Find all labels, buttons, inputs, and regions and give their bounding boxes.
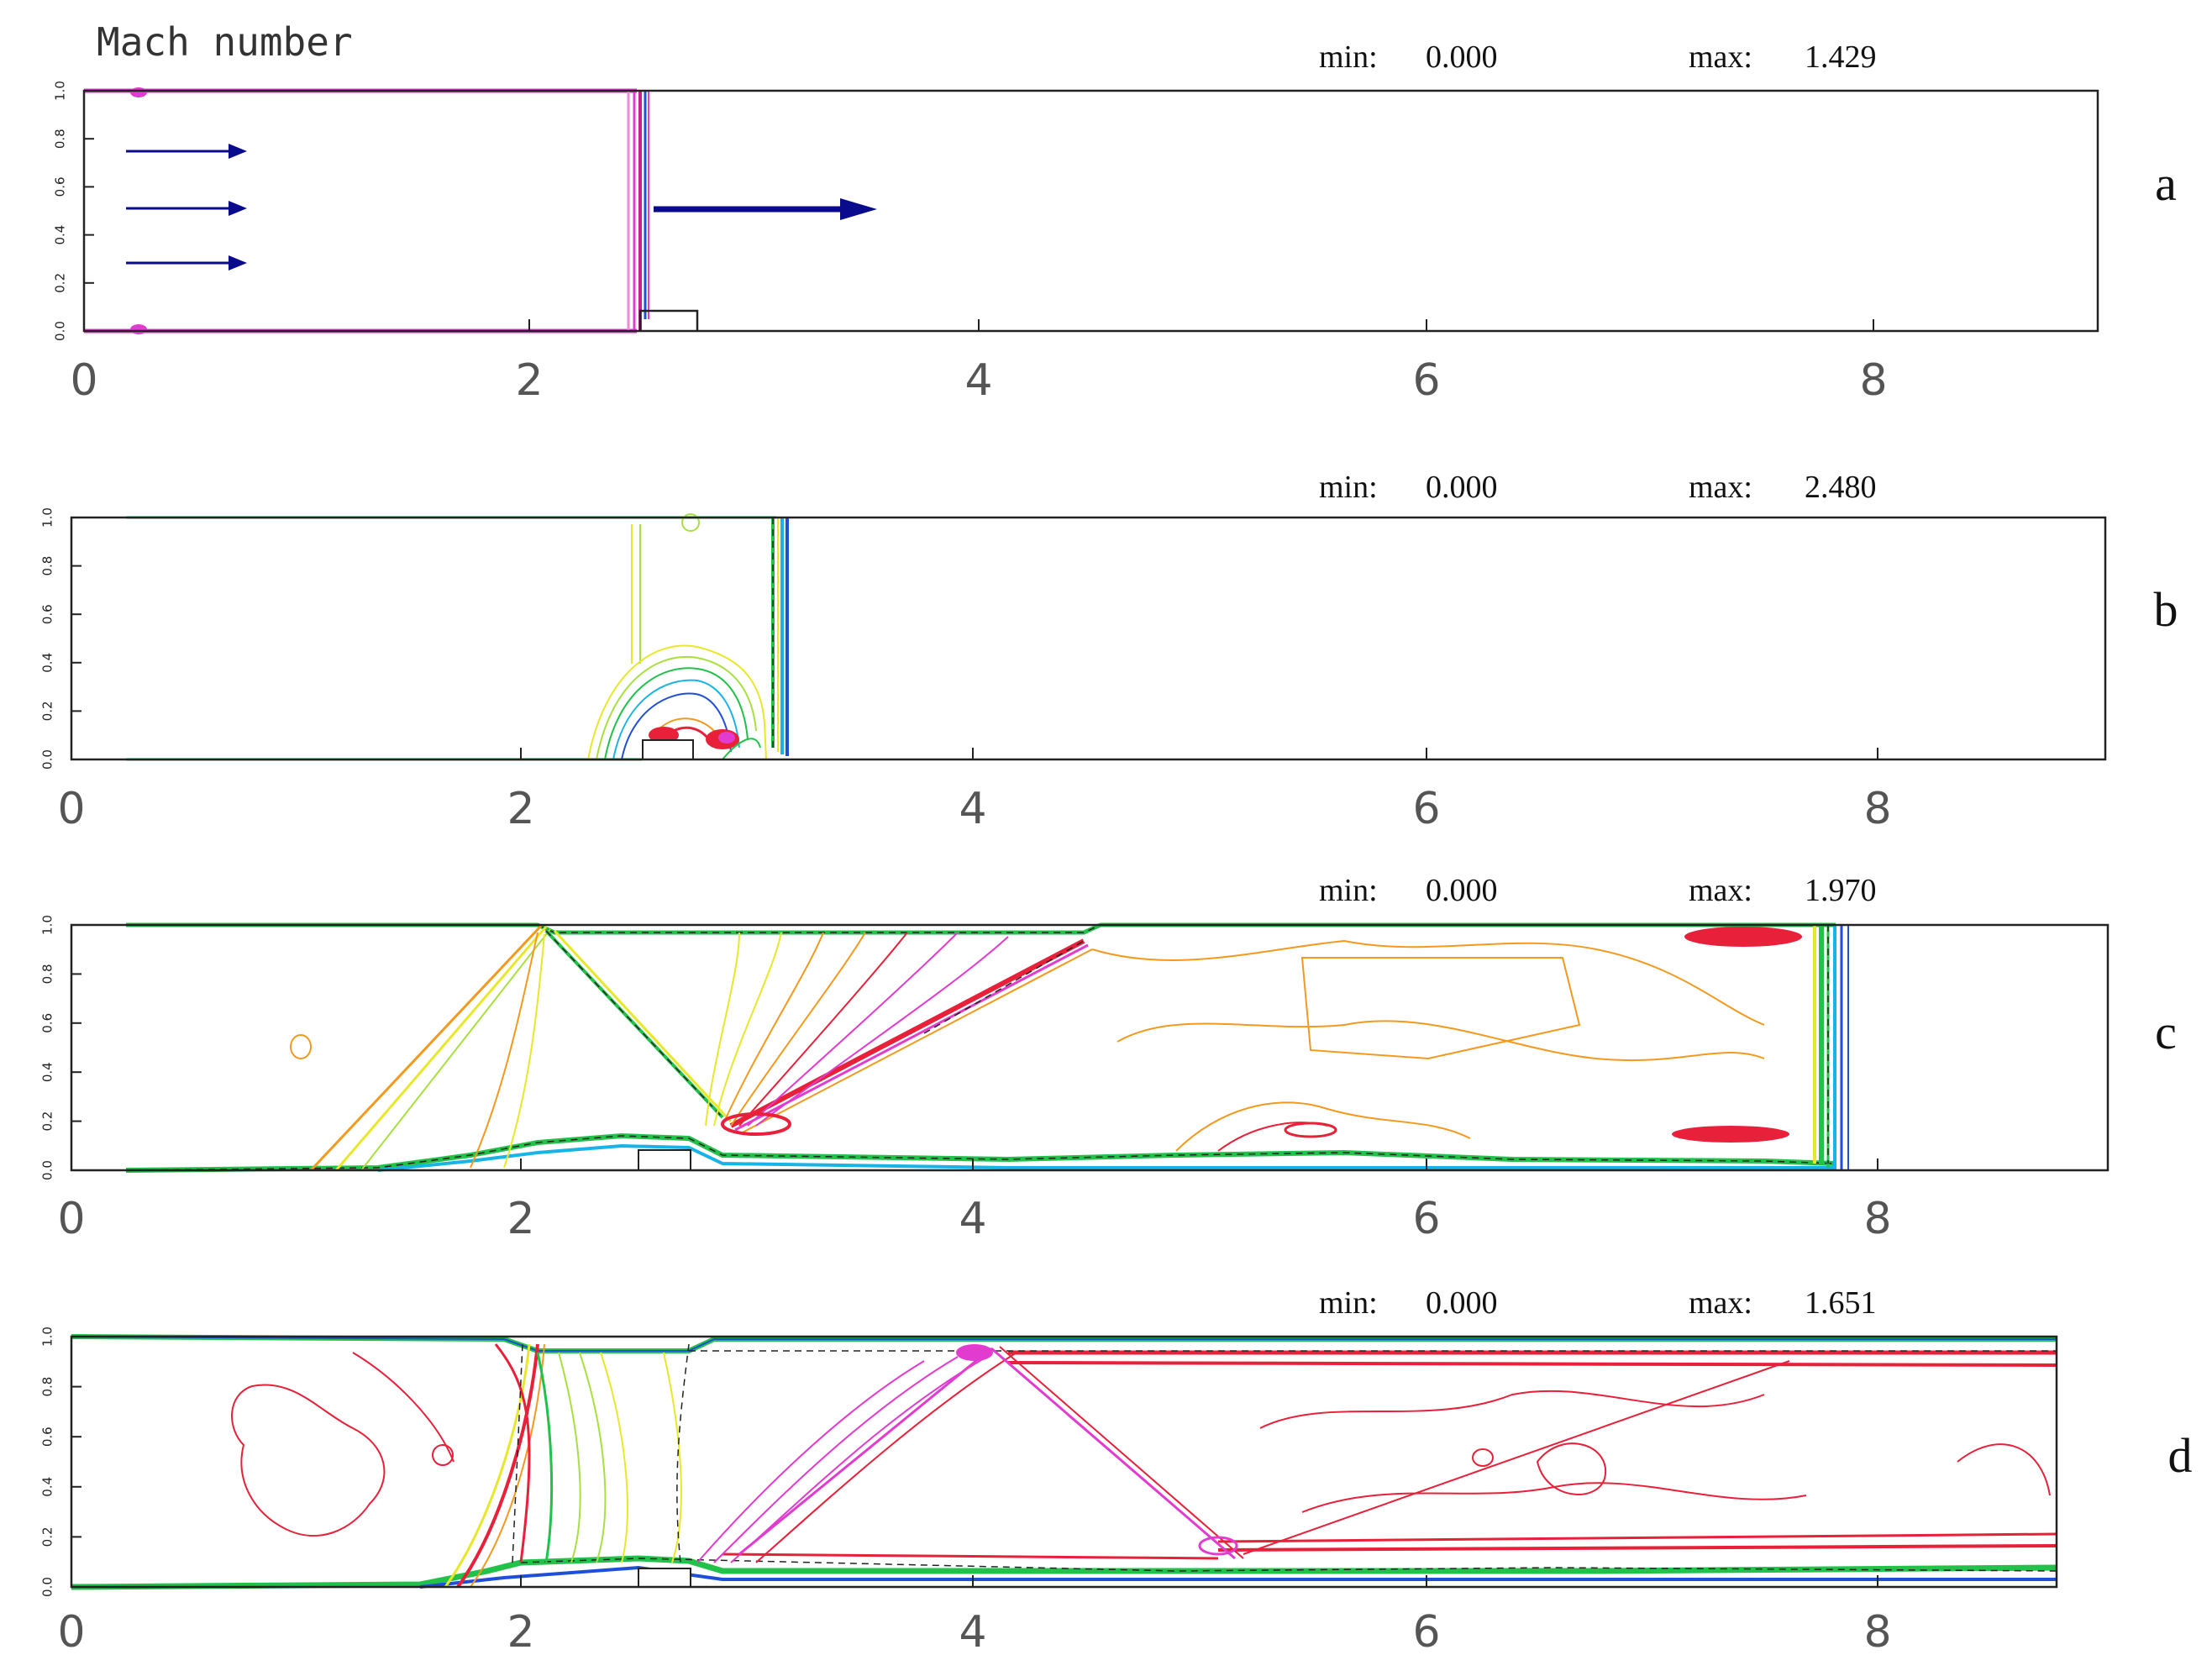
y-tick-label: 0.8 xyxy=(53,129,68,149)
max-value: 2.480 xyxy=(1805,470,1877,505)
min-label: min: xyxy=(1319,39,1378,75)
x-tick-label: 2 xyxy=(507,1607,534,1658)
x-tick-label: 6 xyxy=(1412,1194,1440,1244)
x-tick-label: 8 xyxy=(1859,355,1887,406)
panel-frame xyxy=(70,516,2107,761)
x-tick-label: 6 xyxy=(1412,355,1440,406)
max-label: max: xyxy=(1689,873,1752,908)
x-tick-label: 2 xyxy=(515,355,543,406)
max-label: max: xyxy=(1689,1285,1752,1321)
y-tick-label: 0.4 xyxy=(53,225,68,245)
x-tick-label: 8 xyxy=(1863,1607,1891,1658)
y-tick-label: 0.6 xyxy=(40,1013,55,1033)
min-value: 0.000 xyxy=(1426,39,1498,75)
panel-frame xyxy=(70,1335,2058,1589)
max-value: 1.429 xyxy=(1805,39,1877,75)
x-tick-label: 0 xyxy=(57,1607,85,1658)
max-label: max: xyxy=(1689,470,1752,505)
small-arrow-icon xyxy=(126,255,247,271)
panel-frame xyxy=(70,923,2110,1172)
panel-label: c xyxy=(2155,1005,2177,1059)
y-tick-label: 0.0 xyxy=(40,749,55,770)
y-tick-label: 0.2 xyxy=(40,701,55,721)
max-value: 1.970 xyxy=(1805,873,1877,908)
y-tick-label: 1.0 xyxy=(40,1327,55,1347)
y-tick-label: 0.4 xyxy=(40,653,55,673)
x-tick-label: 4 xyxy=(964,355,992,406)
y-tick-label: 0.2 xyxy=(40,1111,55,1132)
y-tick-label: 1.0 xyxy=(40,915,55,935)
y-tick-label: 0.2 xyxy=(53,273,68,293)
panel-label: d xyxy=(2168,1428,2193,1483)
y-tick-label: 0.6 xyxy=(40,1426,55,1447)
max-value: 1.651 xyxy=(1805,1285,1877,1321)
min-label: min: xyxy=(1319,470,1378,505)
x-tick-label: 2 xyxy=(507,784,534,834)
y-tick-label: 0.8 xyxy=(40,556,55,576)
y-tick-label: 0.0 xyxy=(40,1160,55,1180)
min-value: 0.000 xyxy=(1426,1285,1498,1321)
y-tick-label: 0.6 xyxy=(40,604,55,624)
y-tick-label: 0.4 xyxy=(40,1062,55,1082)
panel-d-contours xyxy=(71,1334,2057,1590)
y-tick-label: 0.4 xyxy=(40,1477,55,1497)
x-tick-label: 8 xyxy=(1863,1194,1891,1244)
y-tick-label: 0.0 xyxy=(40,1577,55,1597)
x-tick-label: 0 xyxy=(57,784,85,834)
x-tick-label: 4 xyxy=(959,1194,986,1244)
large-arrow-icon xyxy=(654,198,877,220)
y-tick-label: 0.2 xyxy=(40,1526,55,1547)
x-tick-label: 8 xyxy=(1863,784,1891,834)
min-label: min: xyxy=(1319,1285,1378,1321)
small-arrow-icon xyxy=(126,144,247,159)
panel-label: a xyxy=(2155,156,2177,211)
x-tick-label: 0 xyxy=(70,355,97,406)
min-label: min: xyxy=(1319,873,1378,908)
x-tick-label: 6 xyxy=(1412,784,1440,834)
y-tick-label: 1.0 xyxy=(40,507,55,528)
x-tick-label: 4 xyxy=(959,1607,986,1658)
small-arrow-icon xyxy=(126,201,247,216)
x-tick-label: 4 xyxy=(959,784,986,834)
y-tick-label: 0.6 xyxy=(53,176,68,197)
figure-title: Mach number xyxy=(97,19,353,65)
x-tick-label: 0 xyxy=(57,1194,85,1244)
max-label: max: xyxy=(1689,39,1752,75)
min-value: 0.000 xyxy=(1426,873,1498,908)
y-tick-label: 1.0 xyxy=(53,81,68,101)
y-tick-label: 0.8 xyxy=(40,964,55,984)
panel-label: b xyxy=(2154,582,2178,637)
flow-arrows xyxy=(126,144,877,271)
min-value: 0.000 xyxy=(1426,470,1498,505)
x-tick-label: 6 xyxy=(1412,1607,1440,1658)
y-tick-label: 0.0 xyxy=(53,321,68,341)
panel-d xyxy=(71,1334,2057,1590)
y-tick-label: 0.8 xyxy=(40,1377,55,1397)
x-tick-label: 2 xyxy=(507,1194,534,1244)
panel-frame xyxy=(82,89,2099,333)
